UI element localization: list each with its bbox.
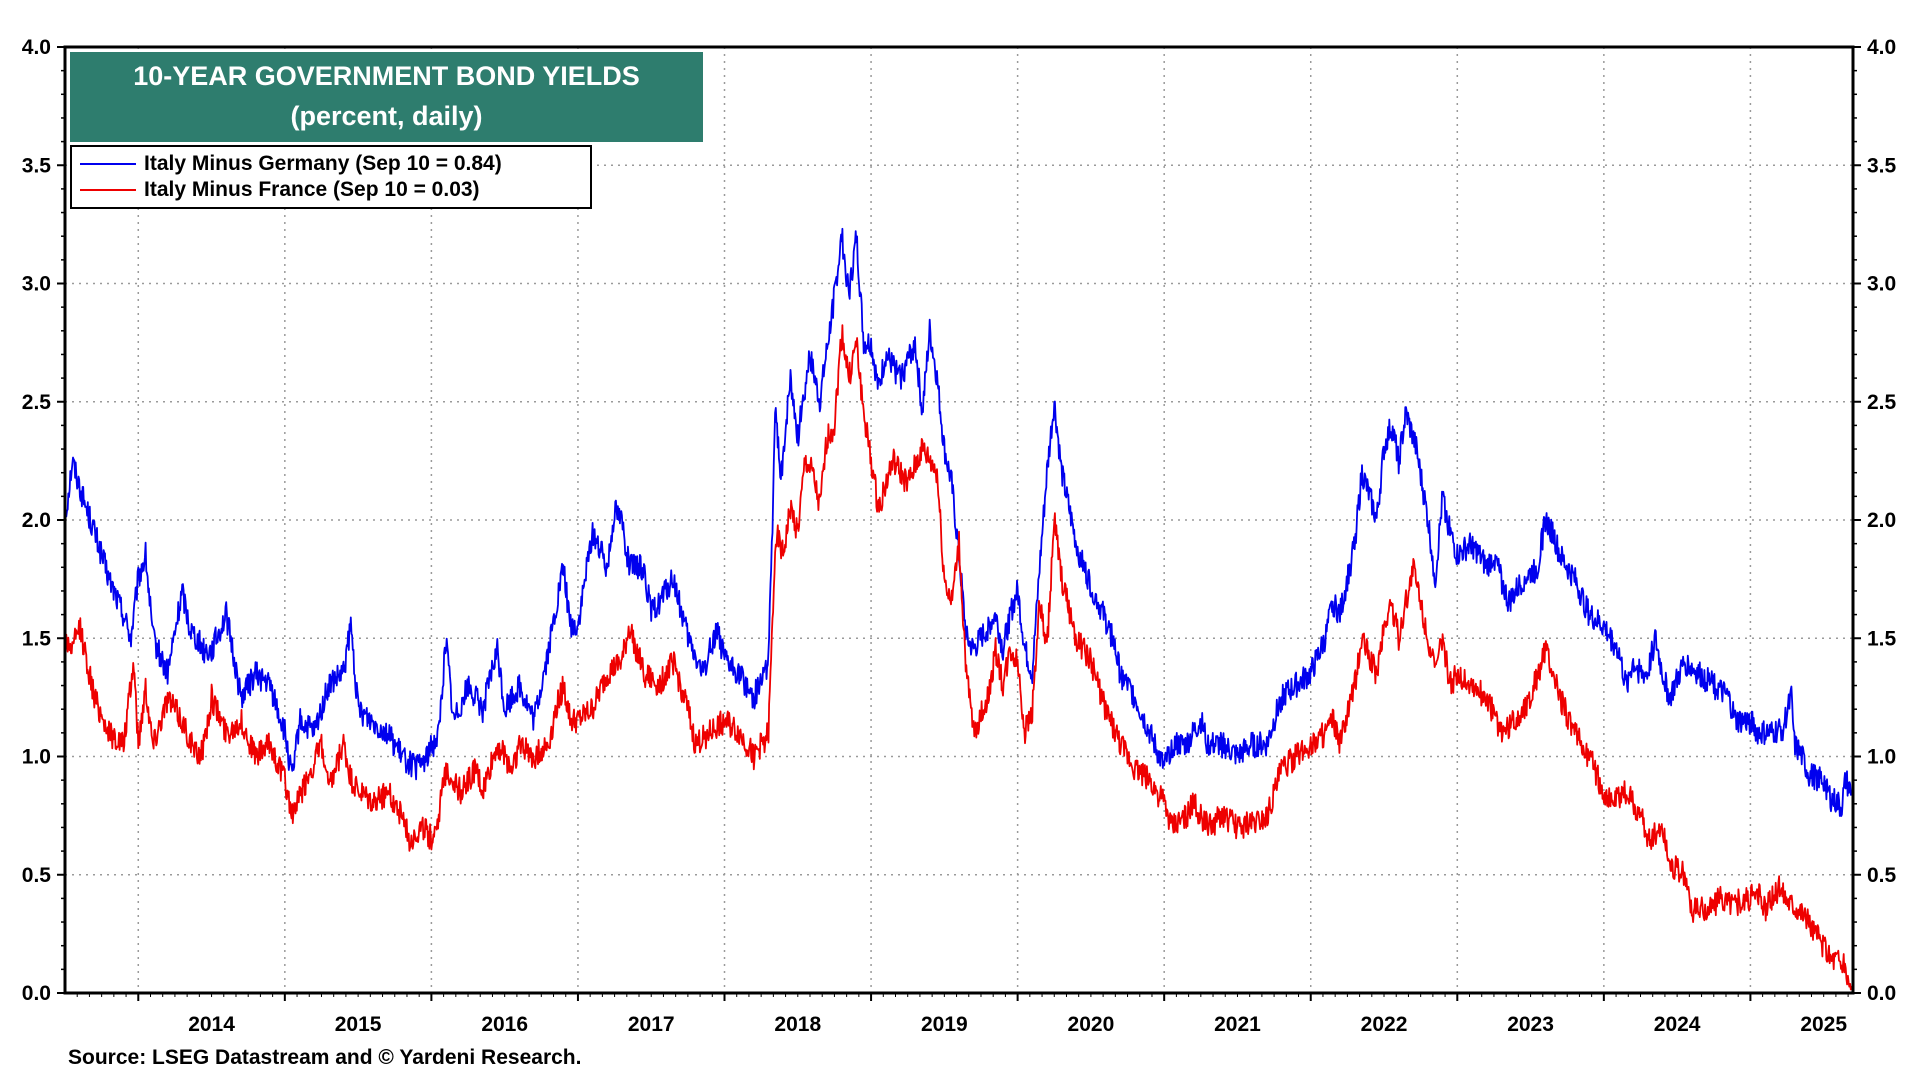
y-tick-label-right: 4.0 [1867,36,1896,59]
legend: Italy Minus Germany (Sep 10 = 0.84) Ital… [70,145,592,209]
x-tick-label: 2025 [1800,1013,1847,1036]
legend-entry-germany: Italy Minus Germany (Sep 10 = 0.84) [80,151,502,177]
x-tick-label: 2020 [1068,1013,1115,1036]
y-tick-label-left: 3.5 [22,154,52,177]
y-tick-label-left: 4.0 [22,36,51,59]
y-tick-label-right: 3.0 [1867,273,1896,296]
y-tick-label-right: 0.0 [1867,982,1896,1005]
y-tick-label-left: 2.5 [22,391,52,414]
chart-subtitle: (percent, daily) [290,101,483,131]
series-lines [64,227,1853,991]
series-line-1 [64,324,1853,991]
y-tick-label-left: 0.0 [22,982,51,1005]
chart-title-box: 10-YEAR GOVERNMENT BOND YIELDS (percent,… [70,52,703,142]
y-tick-label-left: 1.5 [22,627,52,650]
x-tick-label: 2017 [628,1013,675,1036]
y-tick-label-left: 0.5 [22,864,52,887]
legend-entry-france: Italy Minus France (Sep 10 = 0.03) [80,177,480,203]
x-tick-label: 2019 [921,1013,968,1036]
y-tick-label-right: 3.5 [1867,154,1897,177]
legend-swatch-germany [80,163,136,165]
chart-title: 10-YEAR GOVERNMENT BOND YIELDS [133,61,640,91]
y-tick-label-left: 1.0 [22,746,51,769]
axis-labels: 0.0 0.0 0.5 0.5 1.0 1.0 1.5 1.5 2.0 2.0 2.5 2.5 3.0 3… [22,36,1897,1036]
x-tick-label: 2021 [1214,1013,1261,1036]
x-tick-label: 2018 [774,1013,821,1036]
plot-frame [63,45,1855,995]
x-tick-label: 2024 [1654,1013,1701,1036]
y-tick-label-right: 1.5 [1867,627,1897,650]
x-tick-label: 2015 [335,1013,382,1036]
legend-label-germany: Italy Minus Germany (Sep 10 = 0.84) [144,152,502,175]
y-tick-label-right: 1.0 [1867,746,1896,769]
y-tick-label-left: 2.0 [22,509,51,532]
legend-swatch-france [80,189,136,191]
x-tick-label: 2023 [1507,1013,1554,1036]
x-tick-label: 2016 [481,1013,528,1036]
series-line-0 [64,227,1853,817]
y-tick-label-right: 0.5 [1867,864,1897,887]
y-tick-label-right: 2.5 [1867,391,1897,414]
x-tick-label: 2014 [188,1013,235,1036]
x-tick-label: 2022 [1361,1013,1408,1036]
y-tick-label-left: 3.0 [22,273,51,296]
legend-label-france: Italy Minus France (Sep 10 = 0.03) [144,178,480,201]
y-tick-label-right: 2.0 [1867,509,1896,532]
source-note: Source: LSEG Datastream and © Yardeni Re… [68,1046,582,1069]
